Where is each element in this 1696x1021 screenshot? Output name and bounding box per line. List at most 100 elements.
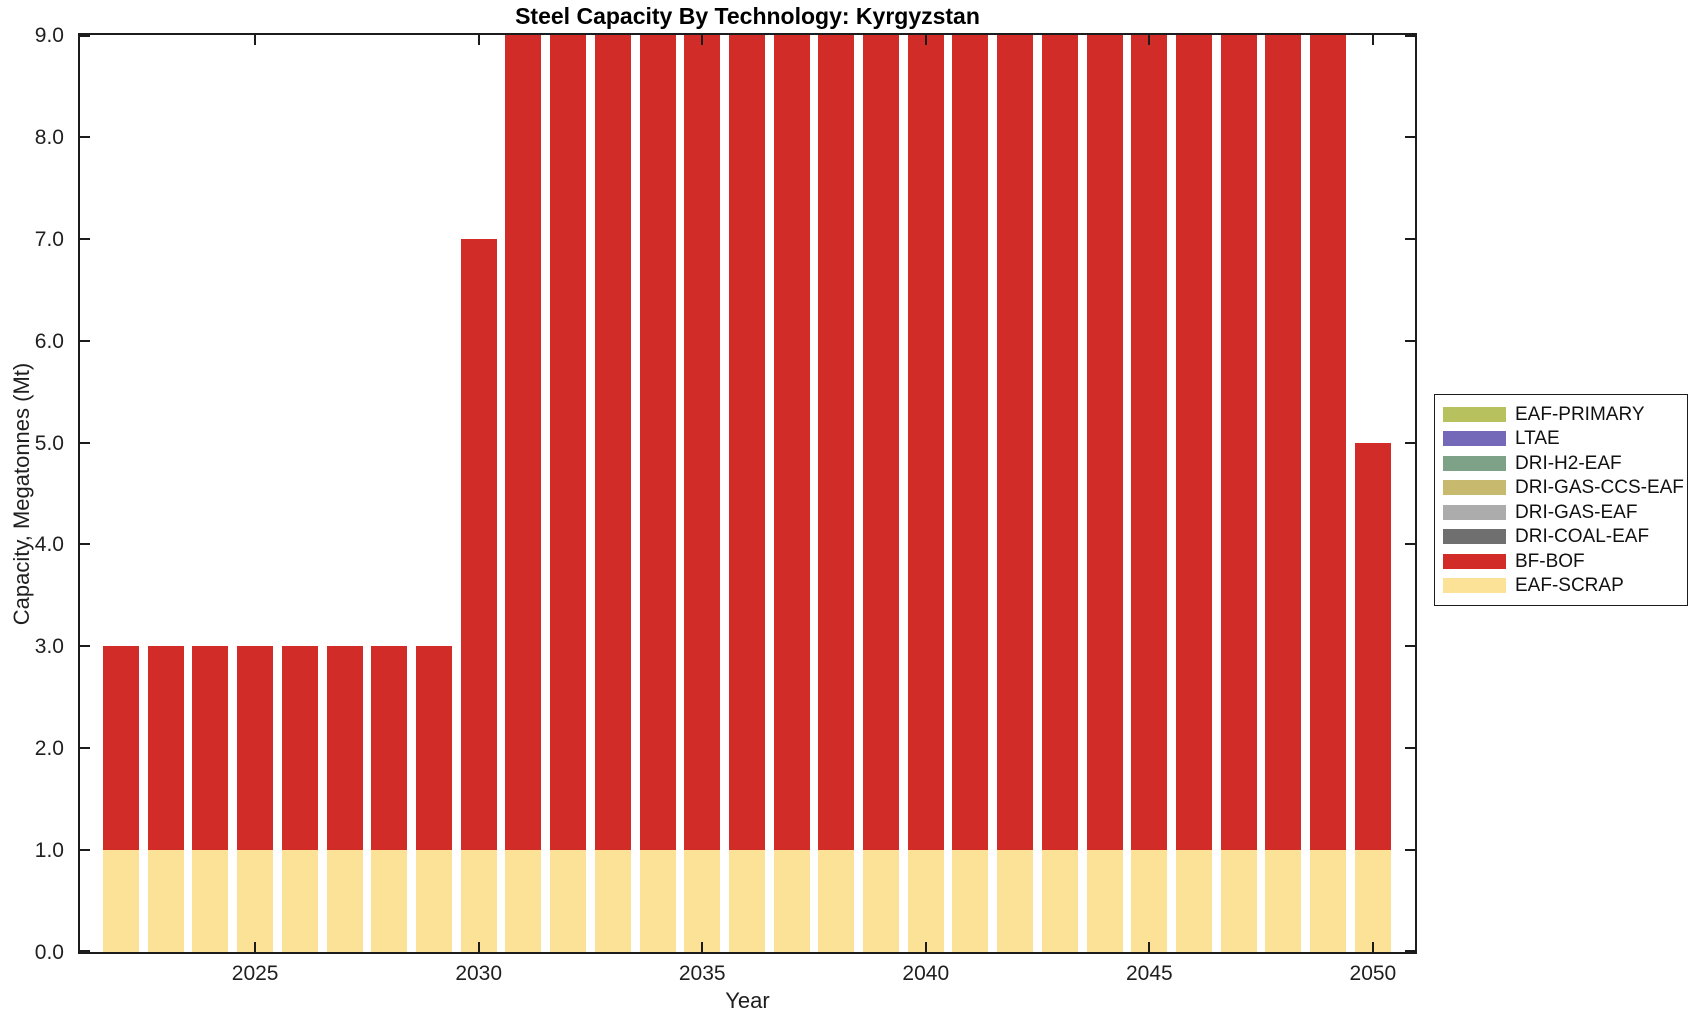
bar-segment-bf-bof-2030 — [460, 238, 497, 851]
y-axis-tick-label: 3.0 — [34, 635, 64, 659]
bar-segment-bf-bof-2043 — [1041, 35, 1078, 851]
bar-segment-bf-bof-2027 — [326, 646, 363, 851]
bar-group-2030 — [460, 35, 497, 952]
bar-group-2048 — [1265, 35, 1302, 952]
legend-entry-dri-h2-eaf: DRI-H2-EAF — [1443, 451, 1681, 476]
bar-segment-bf-bof-2045 — [1131, 35, 1168, 851]
bar-segment-eaf-scrap-2022 — [103, 850, 139, 952]
legend-swatch-dri-gas-ccs-eaf — [1443, 480, 1506, 496]
y-axis-tick-left-7.0 — [80, 237, 90, 240]
y-axis-tick-right-3.0 — [1405, 645, 1415, 648]
bar-group-2032 — [550, 35, 587, 952]
y-axis-tick-label: 2.0 — [34, 737, 64, 761]
x-axis-tick-bottom-2025 — [254, 942, 257, 952]
bar-segment-bf-bof-2026 — [281, 646, 318, 851]
bar-segment-bf-bof-2049 — [1310, 35, 1347, 851]
legend-label: EAF-PRIMARY — [1515, 403, 1645, 425]
legend-swatch-ltae — [1443, 431, 1506, 447]
bar-group-2047 — [1220, 35, 1257, 952]
bar-segment-bf-bof-2035 — [684, 35, 721, 851]
y-axis-tick-right-4.0 — [1405, 543, 1415, 546]
bar-segment-eaf-scrap-2047 — [1220, 850, 1257, 952]
bar-segment-eaf-scrap-2043 — [1041, 850, 1078, 952]
bar-group-2029 — [415, 35, 452, 952]
bar-group-2036 — [728, 35, 765, 952]
bar-group-2037 — [773, 35, 810, 952]
x-axis-tick-top-2050 — [1371, 35, 1374, 45]
x-axis-tick-label: 2045 — [1125, 962, 1173, 985]
legend-entry-dri-gas-eaf: DRI-GAS-EAF — [1443, 500, 1681, 525]
bar-segment-bf-bof-2029 — [415, 646, 452, 851]
x-axis-tick-bottom-2035 — [701, 942, 704, 952]
bar-segment-eaf-scrap-2049 — [1310, 850, 1347, 952]
x-axis-tick-label: 2030 — [455, 962, 503, 985]
legend-label: DRI-GAS-EAF — [1515, 501, 1638, 523]
legend-entry-dri-coal-eaf: DRI-COAL-EAF — [1443, 525, 1681, 550]
bar-segment-bf-bof-2034 — [639, 35, 676, 851]
bar-segment-bf-bof-2039 — [863, 35, 900, 851]
bar-group-2027 — [326, 35, 363, 952]
bar-segment-eaf-scrap-2029 — [415, 850, 452, 952]
bar-group-2038 — [818, 35, 855, 952]
legend-label: DRI-H2-EAF — [1515, 452, 1622, 474]
bar-segment-eaf-scrap-2033 — [594, 850, 631, 952]
bar-segment-bf-bof-2047 — [1220, 35, 1257, 851]
y-axis-tick-label: 8.0 — [34, 125, 64, 149]
x-axis-tick-bottom-2050 — [1371, 942, 1374, 952]
y-axis-tick-left-0.0 — [80, 950, 90, 952]
bar-group-2043 — [1041, 35, 1078, 952]
x-axis-tick-label: 2025 — [231, 962, 279, 985]
x-axis-tick-bottom-2040 — [924, 942, 927, 952]
bar-segment-eaf-scrap-2031 — [505, 850, 542, 952]
y-axis-tick-left-9.0 — [80, 35, 90, 37]
bar-group-2028 — [371, 35, 408, 952]
x-axis-tick-top-2035 — [701, 35, 704, 45]
legend-swatch-eaf-scrap — [1443, 578, 1506, 594]
y-axis-tick-right-0.0 — [1405, 950, 1415, 952]
legend-swatch-dri-gas-eaf — [1443, 504, 1506, 520]
bar-group-2044 — [1086, 35, 1123, 952]
bar-segment-bf-bof-2032 — [550, 35, 587, 851]
bar-segment-bf-bof-2022 — [103, 646, 139, 851]
bar-segment-bf-bof-2050 — [1354, 442, 1391, 851]
x-axis-tick-bottom-2030 — [477, 942, 480, 952]
bar-group-2046 — [1176, 35, 1213, 952]
bar-segment-bf-bof-2025 — [237, 646, 274, 851]
x-axis-tick-top-2030 — [477, 35, 480, 45]
bar-segment-eaf-scrap-2037 — [773, 850, 810, 952]
legend-swatch-bf-bof — [1443, 553, 1506, 569]
legend-label: LTAE — [1515, 428, 1560, 450]
bar-segment-eaf-scrap-2039 — [863, 850, 900, 952]
legend-label: DRI-COAL-EAF — [1515, 526, 1650, 548]
bar-segment-eaf-scrap-2025 — [237, 850, 274, 952]
y-axis-tick-label: 6.0 — [34, 329, 64, 353]
legend-swatch-dri-h2-eaf — [1443, 455, 1506, 471]
legend-swatch-dri-coal-eaf — [1443, 529, 1506, 545]
y-axis-tick-right-1.0 — [1405, 849, 1415, 852]
bar-segment-eaf-scrap-2041 — [952, 850, 989, 952]
legend-entry-dri-gas-ccs-eaf: DRI-GAS-CCS-EAF — [1443, 476, 1684, 501]
bar-segment-bf-bof-2046 — [1176, 35, 1213, 851]
y-axis-tick-right-8.0 — [1405, 135, 1415, 138]
y-axis-tick-left-6.0 — [80, 339, 90, 342]
bar-segment-eaf-scrap-2027 — [326, 850, 363, 952]
bar-group-2022 — [103, 35, 139, 952]
legend-entry-ltae: LTAE — [1443, 427, 1681, 452]
x-axis-tick-label: 2050 — [1349, 962, 1397, 985]
bar-segment-eaf-scrap-2026 — [281, 850, 318, 952]
x-axis-tick-label: 2035 — [678, 962, 726, 985]
bar-group-2050 — [1354, 35, 1391, 952]
chart-title: Steel Capacity By Technology: Kyrgyzstan — [515, 3, 980, 29]
bar-segment-eaf-scrap-2036 — [728, 850, 765, 952]
bar-group-2042 — [997, 35, 1034, 952]
bar-segment-bf-bof-2028 — [371, 646, 408, 851]
bar-group-2033 — [594, 35, 631, 952]
bar-segment-eaf-scrap-2042 — [997, 850, 1034, 952]
bar-group-2026 — [281, 35, 318, 952]
bar-segment-bf-bof-2036 — [728, 35, 765, 851]
y-axis-tick-left-1.0 — [80, 849, 90, 852]
bar-segment-bf-bof-2024 — [192, 646, 229, 851]
bar-group-2041 — [952, 35, 989, 952]
legend-label: DRI-GAS-CCS-EAF — [1515, 477, 1684, 499]
